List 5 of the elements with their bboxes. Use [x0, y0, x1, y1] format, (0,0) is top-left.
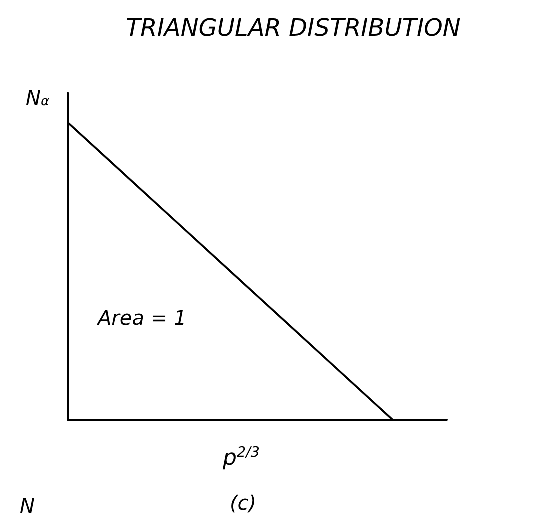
text: N [20, 494, 35, 518]
chart-title: TRIANGULAR DISTRIBUTION [126, 14, 461, 42]
annotation: Area = 1 [96, 306, 187, 330]
text: (c) [230, 491, 257, 515]
y-axis-title: Nα [26, 86, 50, 110]
